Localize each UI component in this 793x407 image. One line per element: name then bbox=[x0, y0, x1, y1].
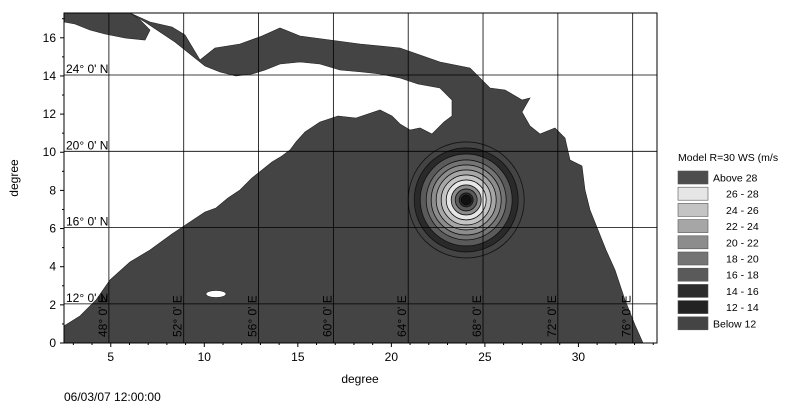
y-tick-label: 10 bbox=[43, 145, 57, 159]
legend-item-label: 14 - 16 bbox=[726, 286, 759, 298]
sea-area bbox=[64, 13, 644, 343]
x-tick-label: 15 bbox=[291, 350, 305, 364]
cyclone-eye bbox=[460, 194, 472, 206]
y-tick-label: 4 bbox=[49, 260, 56, 274]
legend: Model R=30 WS (m/s Above 28 26 - 28 24 - 2… bbox=[677, 152, 778, 331]
legend-swatch bbox=[677, 219, 709, 233]
legend-swatch bbox=[677, 251, 709, 266]
legend-swatch bbox=[677, 300, 709, 314]
legend-swatch bbox=[677, 203, 709, 217]
legend-item-label: 24 - 26 bbox=[726, 205, 759, 217]
y-tick-label: 0 bbox=[49, 336, 56, 350]
timestamp: 06/03/07 12:00:00 bbox=[64, 390, 161, 404]
legend-item-label: Below 12 bbox=[713, 318, 756, 330]
legend-title: Model R=30 WS (m/s bbox=[678, 152, 778, 164]
longitude-label: 76° 0' E bbox=[620, 295, 634, 337]
island-socotra bbox=[205, 290, 227, 298]
x-tick-label: 10 bbox=[198, 350, 212, 364]
longitude-label: 60° 0' E bbox=[320, 295, 334, 337]
longitude-label: 52° 0' E bbox=[171, 295, 185, 337]
longitude-label: 68° 0' E bbox=[470, 295, 484, 337]
x-tick-label: 30 bbox=[572, 350, 586, 364]
longitude-label: 72° 0' E bbox=[545, 295, 559, 337]
cyclone-wind-rings bbox=[407, 141, 525, 259]
longitude-label: 56° 0' E bbox=[246, 295, 260, 337]
x-tick-label: 5 bbox=[107, 350, 114, 364]
legend-swatch bbox=[677, 284, 709, 298]
legend-items: Above 28 26 - 28 24 - 26 22 - 24 20 - 22 18 -… bbox=[677, 170, 759, 331]
longitude-label: 48° 0' E bbox=[96, 295, 110, 337]
x-tick-label: 25 bbox=[478, 350, 492, 364]
y-tick-label: 6 bbox=[49, 222, 56, 236]
latitude-label: 20° 0' N bbox=[66, 138, 108, 152]
legend-swatch bbox=[677, 316, 709, 331]
legend-swatch bbox=[677, 170, 709, 185]
plot-frame bbox=[63, 12, 658, 344]
y-axis-title: degree bbox=[7, 159, 21, 197]
legend-item-label: 22 - 24 bbox=[726, 221, 759, 233]
y-tick-label: 16 bbox=[43, 31, 57, 45]
x-axis-title: degree bbox=[341, 372, 379, 386]
legend-item-label: 16 - 18 bbox=[726, 270, 759, 282]
y-axis-ticks: 0 2 4 6 8 10 12 14 16 bbox=[43, 18, 64, 350]
y-tick-label: 14 bbox=[43, 69, 57, 83]
y-tick-label: 12 bbox=[43, 107, 57, 121]
map-plot-area bbox=[64, 13, 657, 343]
longitude-label: 64° 0' E bbox=[395, 295, 409, 337]
x-tick-label: 20 bbox=[385, 350, 399, 364]
y-tick-label: 8 bbox=[49, 183, 56, 197]
y-tick-label: 2 bbox=[49, 298, 56, 312]
legend-swatch bbox=[677, 235, 709, 250]
latitude-label: 12° 0' N bbox=[66, 291, 108, 305]
graticule: 24° 0' N 20° 0' N 16° 0' N 12° 0' N48° 0' E… bbox=[64, 13, 657, 343]
x-axis-ticks: 5 10 15 20 25 30 bbox=[72, 343, 654, 364]
persian-gulf bbox=[64, 13, 151, 41]
latitude-label: 24° 0' N bbox=[66, 62, 108, 76]
latitude-label: 16° 0' N bbox=[66, 215, 108, 229]
legend-item-label: Above 28 bbox=[713, 173, 758, 185]
legend-swatch bbox=[677, 267, 709, 282]
legend-item-label: 18 - 20 bbox=[726, 254, 759, 266]
legend-item-label: 26 - 28 bbox=[726, 189, 759, 201]
legend-item-label: 12 - 14 bbox=[726, 302, 759, 314]
legend-item-label: 20 - 22 bbox=[726, 237, 759, 249]
legend-swatch bbox=[677, 186, 709, 201]
